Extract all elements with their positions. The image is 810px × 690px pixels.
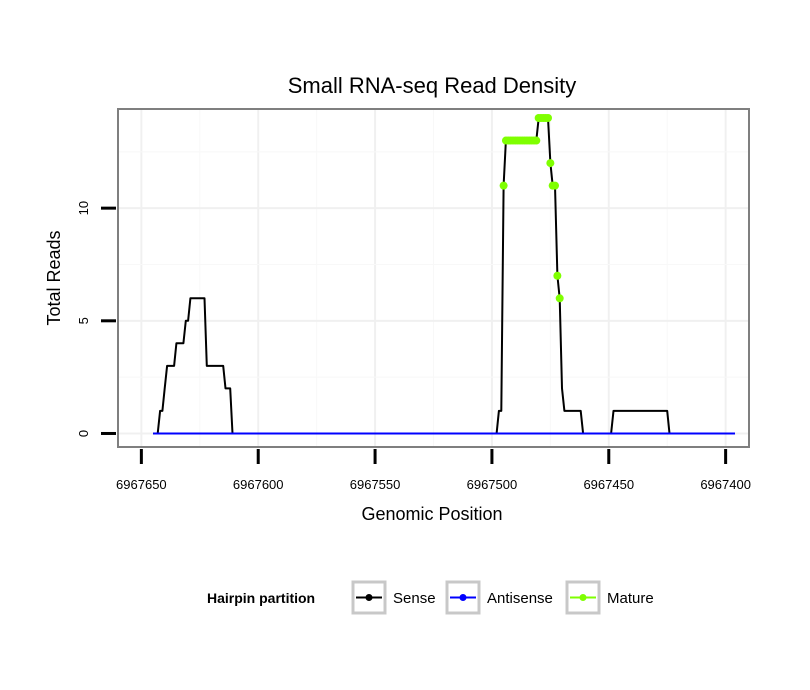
x-tick-label: 6967600 xyxy=(233,477,284,492)
series-mature-point xyxy=(555,294,564,303)
legend-point-mature xyxy=(579,594,587,601)
legend-label-antisense: Antisense xyxy=(487,590,553,607)
legend-point-antisense xyxy=(459,594,467,601)
y-axis: 0 5 10 xyxy=(76,201,116,437)
x-tick-label: 6967450 xyxy=(583,477,634,492)
x-axis: 6967650 6967600 6967550 6967500 6967450 69674… xyxy=(116,449,751,492)
x-tick-label: 6967550 xyxy=(350,477,401,492)
series-mature-point xyxy=(553,271,562,280)
legend-label-mature: Mature xyxy=(607,590,654,607)
x-tick-label: 6967400 xyxy=(700,477,751,492)
y-tick-label: 5 xyxy=(76,317,91,324)
series-mature-point xyxy=(544,114,553,123)
legend-title: Hairpin partition xyxy=(207,590,315,606)
y-axis-title: Total Reads xyxy=(44,230,64,325)
x-tick-label: 6967500 xyxy=(467,477,518,492)
legend-point-sense xyxy=(365,594,373,601)
x-tick-label: 6967650 xyxy=(116,477,167,492)
series-sense-line xyxy=(153,117,735,435)
legend-label-sense: Sense xyxy=(393,590,436,607)
y-tick-label: 10 xyxy=(76,201,91,215)
series-layer xyxy=(153,114,735,435)
grid-lines xyxy=(119,110,748,446)
chart-title: Small RNA-seq Read Density xyxy=(288,73,577,98)
legend: Hairpin partition Sense Antisense Mature xyxy=(207,580,654,615)
x-axis-title: Genomic Position xyxy=(361,504,502,524)
series-mature-point xyxy=(499,181,508,190)
series-mature-point xyxy=(532,136,541,145)
y-tick-label: 0 xyxy=(76,430,91,437)
series-mature-point xyxy=(546,159,555,168)
series-mature-point xyxy=(551,181,560,190)
